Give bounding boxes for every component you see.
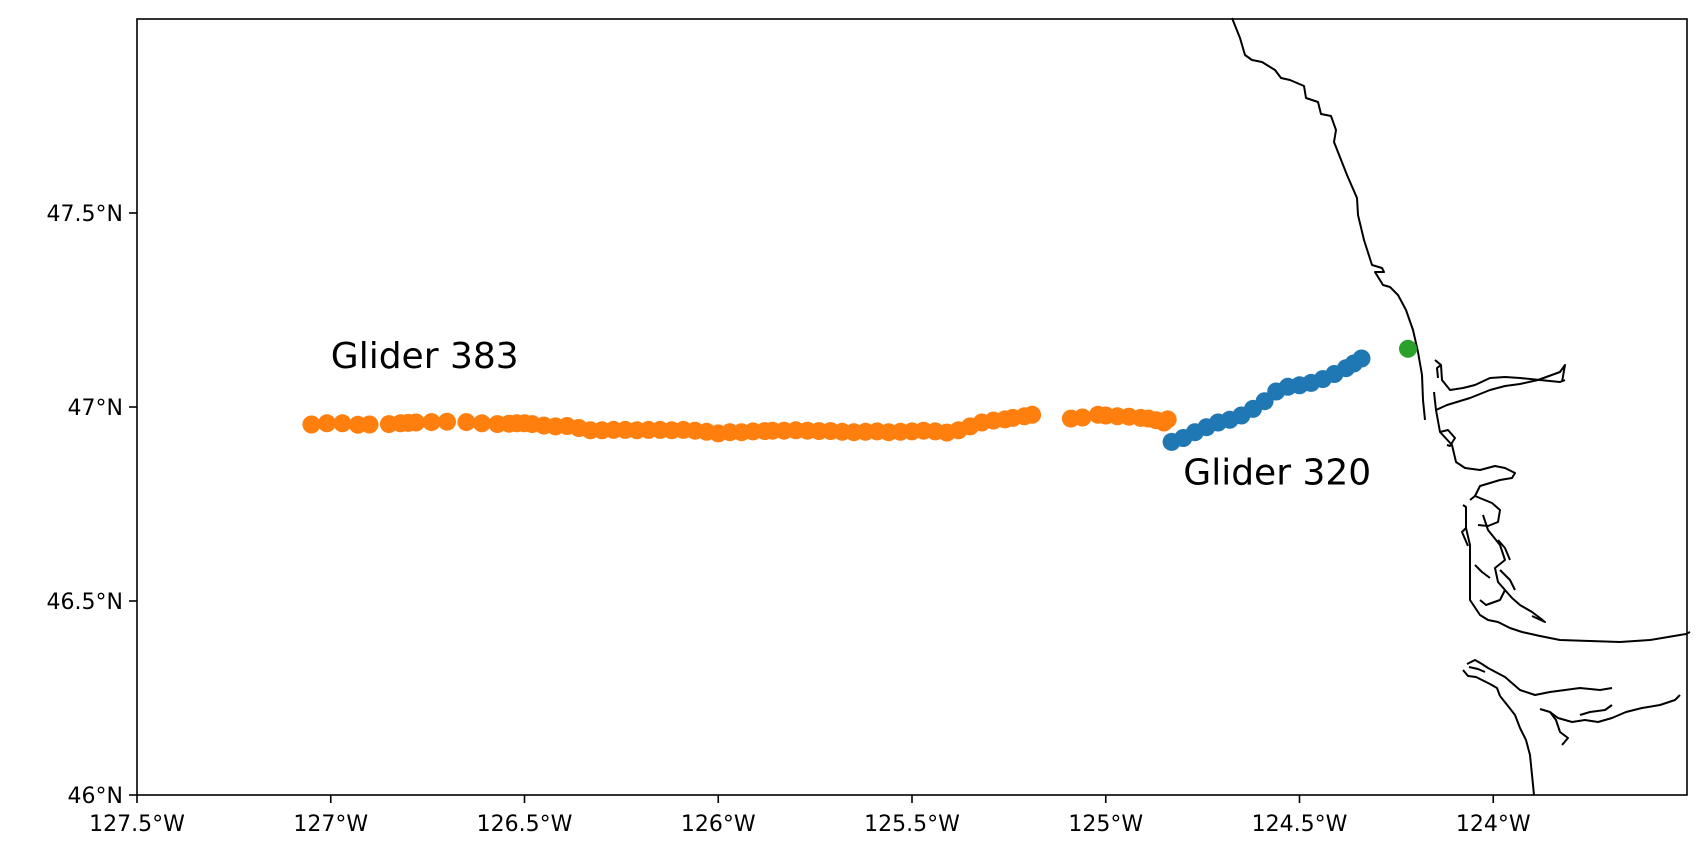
track-point-s0-0 [302, 415, 321, 434]
track-point-s0-72 [1158, 410, 1177, 429]
x-tick-label: 126°W [681, 812, 756, 837]
x-tick-label: 125°W [1068, 812, 1143, 837]
annotation-glider-383: Glider 383 [331, 336, 519, 377]
track-point-s0-2 [333, 414, 352, 433]
map-axes: Glider 383 Glider 320 [136, 17, 1691, 796]
y-tick-label: 46°N [68, 784, 123, 809]
x-tick-label: 127.5°W [89, 812, 185, 837]
y-tick-label: 47.5°N [47, 202, 123, 227]
x-tick-label: 124°W [1456, 812, 1531, 837]
y-tick-label: 46.5°N [47, 590, 123, 615]
track-point-s1-17 [1352, 349, 1371, 368]
track-point-s0-12 [472, 414, 491, 433]
x-tick-label: 127°W [293, 812, 368, 837]
track-point-s0-8 [407, 413, 425, 432]
track-point-s0-63 [1073, 408, 1092, 427]
track-point-s0-10 [438, 412, 456, 431]
x-tick-label: 126.5°W [477, 812, 573, 837]
coastline [1231, 17, 1691, 796]
axes-frame [136, 18, 1688, 796]
x-tick-label: 124.5°W [1252, 812, 1348, 837]
track-point-s0-4 [360, 415, 379, 434]
x-tick-label: 125.5°W [864, 812, 960, 837]
annotation-glider-320: Glider 320 [1183, 453, 1371, 494]
glider-tracks [302, 339, 1417, 451]
track-point-s2-0 [1399, 339, 1417, 358]
track-point-s0-61 [1023, 405, 1042, 424]
track-point-s0-1 [317, 414, 336, 433]
x-axis: 127.5°W 127°W 126.5°W 126°W 125.5°W 125°W 124.… [89, 795, 1531, 837]
track-point-s0-11 [457, 413, 476, 432]
y-axis: 46°N 46.5°N 47°N 47.5°N [47, 202, 137, 809]
track-point-s0-9 [422, 413, 441, 432]
y-tick-label: 47°N [68, 396, 123, 421]
